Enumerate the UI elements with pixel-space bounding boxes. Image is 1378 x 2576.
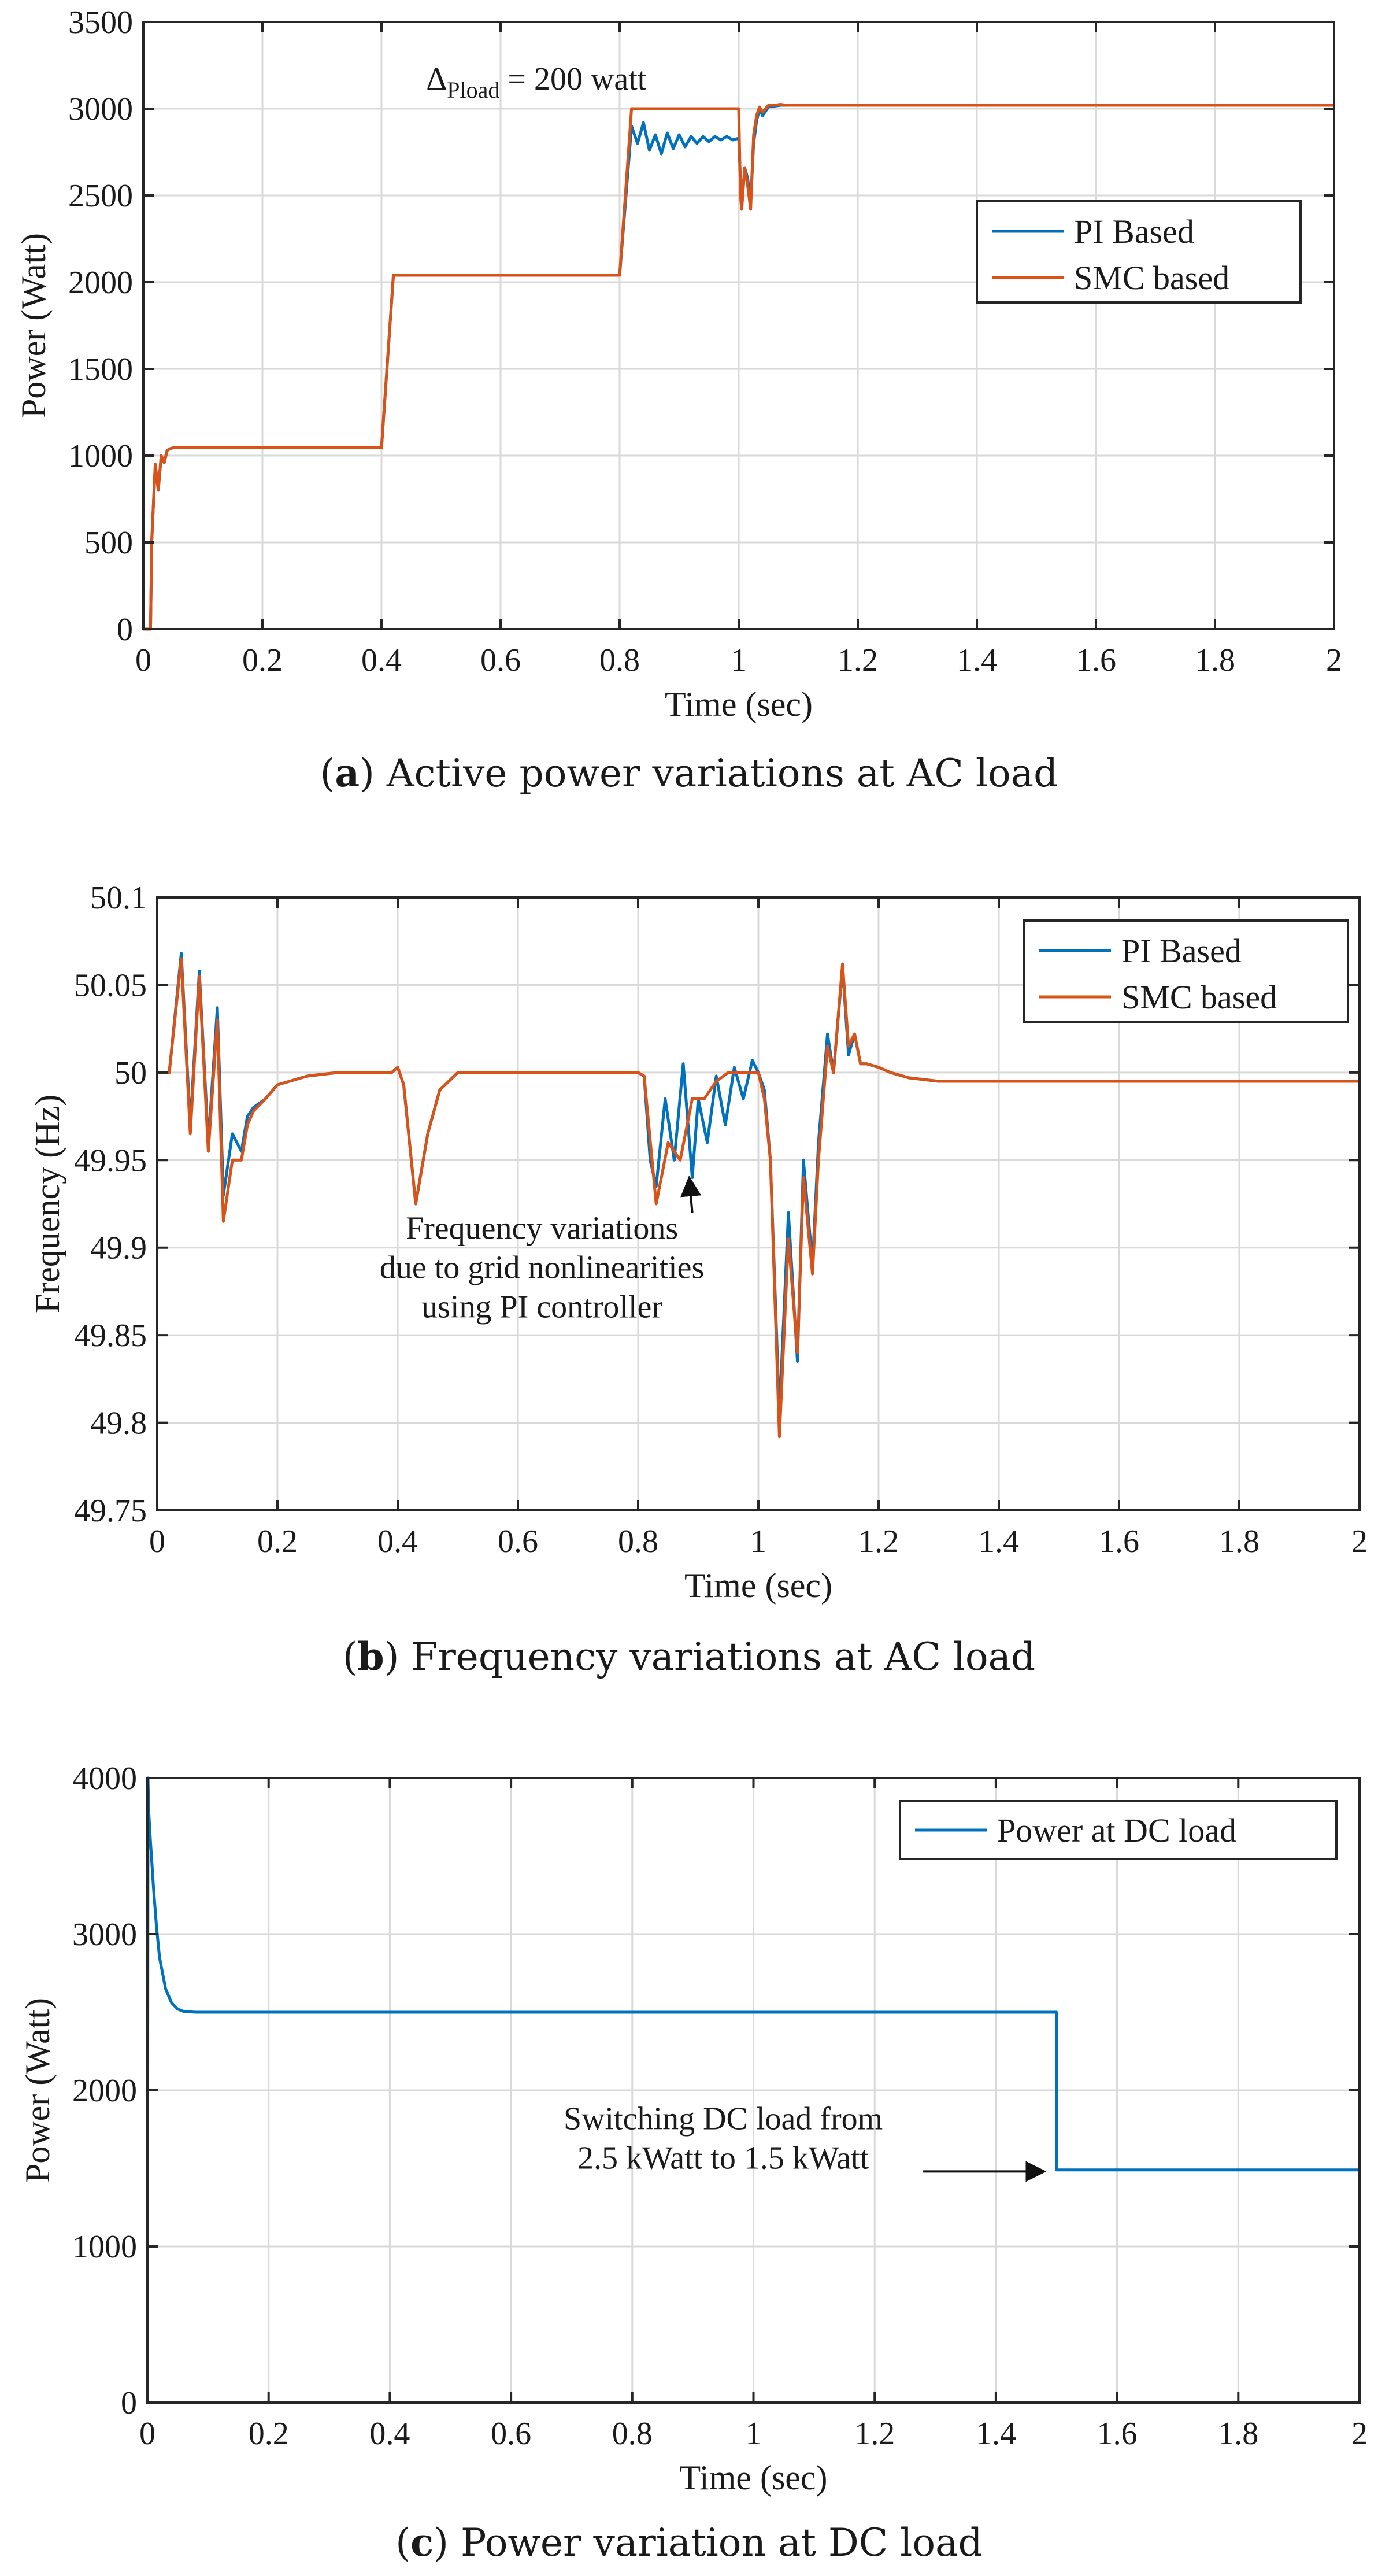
y-tick-label: 1500 <box>68 352 133 387</box>
y-tick-label: 1000 <box>68 438 133 474</box>
x-axis-label: Time (sec) <box>684 1566 832 1605</box>
annotation-arrow <box>680 1175 702 1213</box>
x-tick-label: 0.2 <box>257 1524 298 1559</box>
x-tick-label: 0 <box>149 1524 165 1559</box>
x-tick-label: 1.2 <box>838 642 878 678</box>
y-tick-label: 1000 <box>72 2229 137 2265</box>
y-tick-label: 49.85 <box>74 1318 147 1354</box>
x-axis-label: Time (sec) <box>665 685 813 723</box>
legend-label: PI Based <box>1121 932 1242 970</box>
x-tick-label: 0.2 <box>249 2416 289 2452</box>
annotation: Switching DC load from 2.5 kWatt to 1.5 k… <box>564 2101 1047 2182</box>
legend-label: SMC based <box>1074 259 1229 297</box>
y-tick-label: 4000 <box>72 1761 137 1797</box>
delta-annotation: ΔPload = 200 watt <box>426 61 647 103</box>
legend-box <box>976 200 1302 304</box>
legend: PI Based SMC based <box>976 200 1302 304</box>
x-tick-label: 0.2 <box>242 642 283 678</box>
x-tick-label: 0.4 <box>377 1524 418 1559</box>
y-axis-label: Frequency (Hz) <box>28 1095 66 1313</box>
annotation-line: Switching DC load from <box>564 2101 883 2137</box>
x-tick-label: 2 <box>1326 642 1342 678</box>
x-tick-label: 0.4 <box>361 642 402 678</box>
series-line-smc-based <box>157 957 1360 1439</box>
x-tick-label: 0.8 <box>612 2416 653 2452</box>
x-tick-label: 0.6 <box>498 1524 538 1559</box>
legend-label: SMC based <box>1121 978 1277 1016</box>
figure-caption: (a) Active power variations at AC load <box>320 751 1058 796</box>
y-tick-label: 2500 <box>68 178 133 214</box>
y-tick-label: 2000 <box>68 265 133 301</box>
panel-b: 0 0.2 0.4 0.6 0.8 1 1.2 1.4 1.6 1.8 2 49.75 49.8 49.8… <box>28 880 1368 1679</box>
ticks: 0 0.2 0.4 0.6 0.8 1 1.2 1.4 1.6 1.8 2 0 500 1000 1500 2… <box>68 5 1342 678</box>
y-tick-label: 50.1 <box>90 880 147 916</box>
x-tick-label: 1 <box>750 1524 766 1559</box>
x-tick-label: 0.8 <box>599 642 640 678</box>
gridlines <box>147 1778 1360 2403</box>
y-tick-label: 500 <box>84 525 133 561</box>
x-tick-label: 1.6 <box>1099 1524 1139 1559</box>
x-tick-label: 2 <box>1351 1524 1368 1559</box>
x-tick-label: 0.8 <box>618 1524 658 1559</box>
y-axis-label: Power (Watt) <box>14 233 53 418</box>
annotation-line: 2.5 kWatt to 1.5 kWatt <box>577 2141 869 2176</box>
panel-c: 0 0.2 0.4 0.6 0.8 1 1.2 1.4 1.6 1.8 2 0 1000 2000 3000… <box>18 1761 1368 2565</box>
x-tick-label: 1.4 <box>957 642 997 678</box>
ticks: 0 0.2 0.4 0.6 0.8 1 1.2 1.4 1.6 1.8 2 49.75 49.8 49.8… <box>74 880 1368 1559</box>
annotation: ΔPload = 200 watt <box>426 61 647 103</box>
figure-caption: (b) Frequency variations at AC load <box>343 1634 1035 1679</box>
x-tick-label: 1 <box>731 642 747 678</box>
series-line-smc-based <box>143 103 1334 631</box>
x-tick-label: 1.8 <box>1218 2416 1258 2452</box>
x-tick-label: 1.4 <box>979 1524 1019 1559</box>
x-tick-label: 1.4 <box>976 2416 1016 2452</box>
annotation-line: using PI controller <box>421 1289 662 1325</box>
legend: PI Based SMC based <box>1023 919 1349 1023</box>
x-tick-label: 0 <box>135 642 151 678</box>
y-tick-label: 0 <box>121 2385 137 2421</box>
y-tick-label: 3000 <box>68 91 133 127</box>
y-tick-label: 2000 <box>72 2073 137 2109</box>
x-tick-label: 1.8 <box>1219 1524 1260 1559</box>
x-tick-label: 1.2 <box>858 1524 899 1559</box>
legend: Power at DC load <box>899 1800 1338 1860</box>
annotation-line: Frequency variations <box>406 1211 678 1247</box>
x-tick-label: 1.2 <box>854 2416 895 2452</box>
legend-box <box>1023 919 1349 1023</box>
y-tick-label: 49.9 <box>90 1230 147 1266</box>
panel-a: 0 0.2 0.4 0.6 0.8 1 1.2 1.4 1.6 1.8 2 0 500 1000 1500 2… <box>14 5 1342 796</box>
x-tick-label: 0.4 <box>369 2416 410 2452</box>
x-tick-label: 1.6 <box>1097 2416 1138 2452</box>
legend-label: Power at DC load <box>997 1812 1236 1849</box>
legend-label: PI Based <box>1074 213 1194 250</box>
legend-box <box>899 1800 1338 1860</box>
y-tick-label: 49.75 <box>74 1493 147 1529</box>
x-tick-label: 1 <box>746 2416 762 2452</box>
y-tick-label: 50 <box>114 1055 147 1091</box>
x-tick-label: 0.6 <box>491 2416 531 2452</box>
x-tick-label: 0.6 <box>480 642 521 678</box>
x-tick-label: 1.8 <box>1195 642 1235 678</box>
annotation-line: due to grid nonlinearities <box>380 1250 704 1286</box>
x-tick-label: 1.6 <box>1076 642 1116 678</box>
y-tick-label: 49.8 <box>90 1406 147 1442</box>
y-axis-label: Power (Watt) <box>18 1998 57 2183</box>
y-tick-label: 50.05 <box>74 967 147 1003</box>
x-tick-label: 0 <box>139 2416 155 2452</box>
x-axis-label: Time (sec) <box>679 2459 827 2497</box>
y-tick-label: 0 <box>117 612 133 648</box>
ticks: 0 0.2 0.4 0.6 0.8 1 1.2 1.4 1.6 1.8 2 0 1000 2000 3000… <box>72 1761 1368 2452</box>
series-line-power-at-dc-load <box>146 1776 1360 2403</box>
y-tick-label: 3500 <box>68 5 133 40</box>
figure-caption: (c) Power variation at DC load <box>395 2520 982 2565</box>
x-tick-label: 2 <box>1351 2416 1368 2452</box>
y-tick-label: 49.95 <box>74 1143 147 1178</box>
y-tick-label: 3000 <box>72 1917 137 1953</box>
